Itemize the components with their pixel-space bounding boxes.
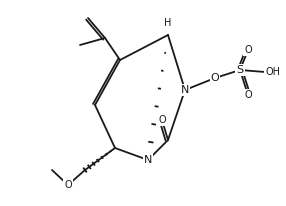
Text: O: O [158,115,166,125]
Text: N: N [144,155,152,165]
Text: H: H [164,18,172,28]
Text: O: O [64,180,72,190]
Text: N: N [181,85,189,95]
Text: O: O [244,90,252,100]
Text: OH: OH [265,67,280,77]
Text: S: S [237,65,244,75]
Text: O: O [244,45,252,55]
Text: O: O [210,73,219,83]
